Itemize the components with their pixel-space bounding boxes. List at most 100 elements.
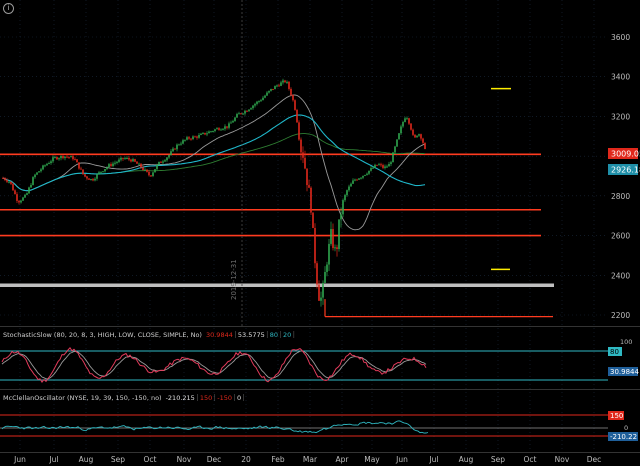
mcclellan-150-badge: 150 (610, 412, 623, 420)
candle-body (342, 200, 344, 215)
moving-averages (2, 94, 426, 231)
candle-body (322, 282, 324, 298)
candle-body (366, 173, 368, 175)
candle-body (178, 144, 180, 146)
year-marker-label: 2019-12-31 (230, 259, 238, 300)
candle-body (60, 155, 62, 159)
month-tick-label: Jul (48, 455, 58, 464)
price-candles (2, 78, 426, 307)
stochastic-80-badge: 80 (610, 348, 619, 356)
candle-body (382, 165, 384, 168)
candle-body (302, 152, 304, 158)
price-tick-label: 2800 (611, 192, 630, 201)
candle-body (298, 122, 300, 140)
month-tick-label: Aug (79, 455, 94, 464)
candle-body (54, 157, 56, 159)
candle-body (200, 133, 202, 135)
candle-body (224, 126, 226, 129)
candle-body (344, 195, 346, 201)
candle-body (136, 161, 138, 164)
candle-body (32, 177, 34, 185)
month-tick-label: Mar (303, 455, 318, 464)
candle-body (44, 165, 46, 167)
candle-body (206, 133, 208, 135)
candle-body (262, 97, 264, 101)
candle-body (72, 156, 74, 160)
candle-body (348, 186, 350, 191)
candle-body (140, 163, 142, 168)
candle-body (94, 178, 96, 181)
month-tick-label: Nov (177, 455, 192, 464)
candle-body (126, 157, 128, 159)
candle-body (146, 169, 148, 172)
candle-body (258, 100, 260, 102)
candle-body (402, 121, 404, 127)
month-tick-label: Oct (144, 455, 157, 464)
month-tick-label: Jun (395, 455, 408, 464)
candle-body (388, 164, 390, 167)
candle-body (110, 164, 112, 166)
candle-body (370, 168, 372, 171)
candle-body (314, 227, 316, 264)
candle-body (66, 156, 68, 158)
candle-body (292, 95, 294, 101)
stochastic-pane: StochasticSlow (80, 20, 8, 3, HIGH, LOW,… (0, 331, 639, 383)
candle-body (36, 172, 38, 175)
chart-grid (0, 0, 608, 452)
candle-body (220, 129, 222, 131)
candle-body (294, 100, 296, 110)
candle-body (384, 166, 386, 168)
last-price-badge: 3009.05 (608, 148, 640, 159)
candle-body (168, 154, 170, 158)
candle-body (392, 152, 394, 163)
candle-body (386, 166, 388, 168)
pane-value-label: 150 (200, 394, 212, 402)
candle-body (180, 143, 182, 145)
price-tick-label: 3400 (611, 73, 630, 82)
candle-body (90, 179, 92, 181)
candle-body (274, 86, 276, 90)
stochastic-values: 30.9844 53.5775 80 20 (206, 331, 295, 339)
candle-body (78, 162, 80, 169)
candle-body (300, 139, 302, 153)
candle-body (276, 85, 278, 87)
candle-body (190, 138, 192, 140)
candle-body (252, 105, 254, 109)
candle-body (346, 190, 348, 196)
candle-body (368, 170, 370, 174)
average-text: 2926.18 (611, 166, 640, 175)
candle-body (340, 214, 342, 220)
candle-body (6, 180, 8, 182)
candle-body (34, 174, 36, 178)
month-tick-label: Aug (459, 455, 474, 464)
moving-average-mid (2, 94, 426, 231)
candle-body (208, 131, 210, 134)
candle-body (116, 161, 118, 163)
candle-body (290, 88, 292, 96)
candle-body (14, 190, 16, 195)
candle-body (326, 264, 328, 272)
candle-body (130, 159, 132, 162)
candle-body (350, 183, 352, 187)
candle-body (246, 110, 248, 112)
info-icon[interactable]: i (3, 3, 14, 14)
candle-body (296, 109, 298, 123)
candle-body (404, 118, 406, 122)
candle-body (358, 178, 360, 180)
candle-body (270, 88, 272, 91)
mcclellan-title: McClellanOscillator (NYSE, 19, 39, 150, … (3, 394, 162, 402)
candle-body (142, 167, 144, 171)
candle-body (24, 194, 26, 198)
candle-body (324, 271, 326, 283)
candle-body (234, 117, 236, 122)
candle-body (396, 139, 398, 147)
pane-value-label: -150 (217, 394, 232, 402)
candle-body (418, 134, 420, 136)
candle-body (210, 131, 212, 133)
time-axis: Jun Jul Aug Sep Oct Nov Dec 20 Feb Mar Apr May Jun Ju… (13, 455, 601, 464)
candle-body (264, 95, 266, 98)
candle-body (76, 159, 78, 163)
candle-body (38, 171, 40, 173)
pane-value-label: 0 (237, 394, 241, 402)
